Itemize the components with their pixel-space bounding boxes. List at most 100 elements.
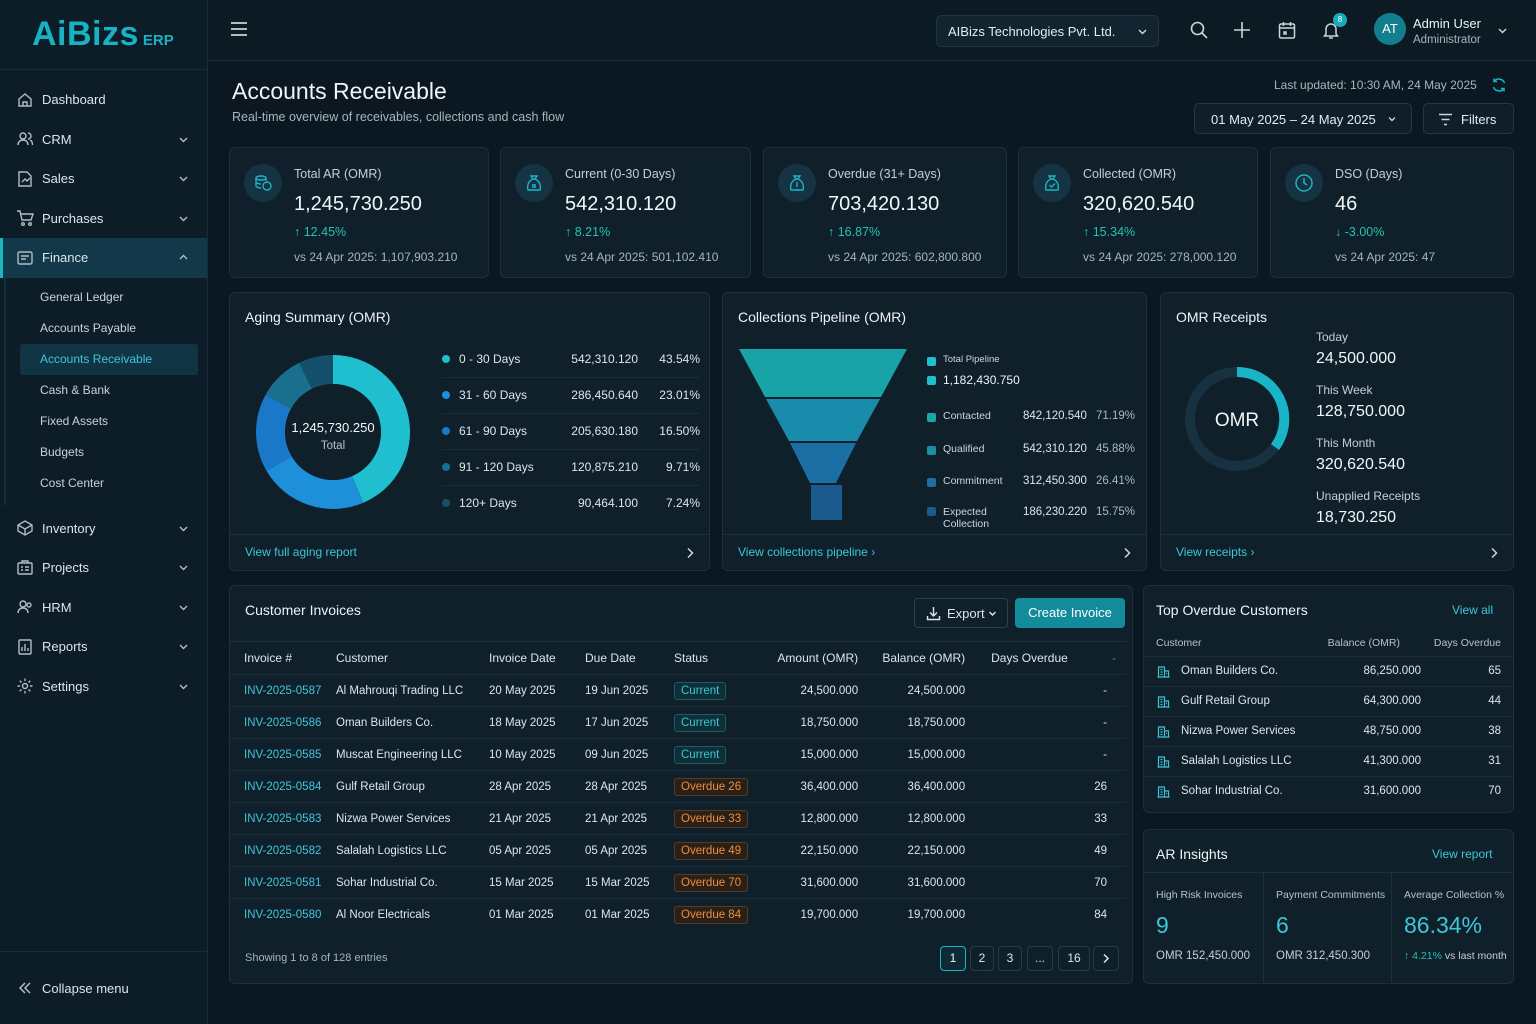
page-button-16[interactable]: 16	[1058, 946, 1090, 971]
user-name[interactable]: Admin User	[1413, 16, 1481, 31]
table-row[interactable]: INV-2025-0587 Al Mahrouqi Trading LLC 20 M…	[230, 674, 1127, 707]
pipeline-stage-row[interactable]: Contacted 842,120.540 71.19%	[927, 409, 1135, 437]
aging-row[interactable]: 91 - 120 Days 120,875.210 9.71%	[442, 450, 700, 486]
chevron-down-icon	[179, 137, 188, 142]
table-row[interactable]: INV-2025-0581 Sohar Industrial Co. 15 Mar …	[230, 866, 1127, 899]
insight-average-collection[interactable]: Average Collection % 86.34% ↑ 4.21% vs l…	[1391, 872, 1515, 982]
hamburger-menu-icon[interactable]	[230, 21, 248, 37]
invoice-number-link[interactable]: INV-2025-0584	[230, 770, 322, 803]
table-row[interactable]: INV-2025-0585 Muscat Engineering LLC 10 Ma…	[230, 738, 1127, 771]
column-header[interactable]: Balance (OMR)	[882, 651, 966, 665]
calendar-icon[interactable]	[1277, 20, 1297, 40]
view-collections-pipeline-link[interactable]: View collections pipeline ›	[723, 534, 1146, 570]
invoice-number-link[interactable]: INV-2025-0587	[230, 674, 322, 707]
sidebar-item-settings[interactable]: Settings	[0, 667, 207, 707]
aging-row[interactable]: 31 - 60 Days 286,450.640 23.01%	[442, 378, 700, 414]
table-row[interactable]: INV-2025-0584 Gulf Retail Group 28 Apr 202…	[230, 770, 1127, 803]
column-header[interactable]: Invoice Date	[489, 651, 556, 665]
logo[interactable]: AiBizs ERP	[0, 0, 207, 70]
donut-slice-3[interactable]	[256, 394, 292, 471]
funnel-stage-commitment	[790, 443, 856, 483]
date-range-picker[interactable]: 01 May 2025 – 24 May 2025	[1194, 103, 1412, 134]
column-header[interactable]: Due Date	[585, 651, 636, 665]
invoice-number-link[interactable]: INV-2025-0585	[230, 738, 322, 771]
view-full-aging-report-link[interactable]: View full aging report	[230, 534, 709, 570]
sidebar-item-hrm[interactable]: HRM	[0, 588, 207, 628]
sidebar-subitem-fixed-assets[interactable]: Fixed Assets	[40, 414, 109, 428]
kpi-card-overdue[interactable]: Overdue (31+ Days) 703,420.130 ↑ 16.87% …	[763, 147, 1007, 278]
sidebar-subitem-cost-center[interactable]: Cost Center	[40, 476, 105, 490]
page-ellipsis: ...	[1027, 946, 1053, 971]
insight-high-risk[interactable]: High Risk Invoices 9 OMR 152,450.000	[1144, 872, 1263, 982]
filters-button[interactable]: Filters	[1423, 103, 1514, 134]
chevron-down-icon[interactable]	[1497, 25, 1508, 36]
sidebar-subitem-general-ledger[interactable]: General Ledger	[40, 290, 124, 304]
next-page-button[interactable]	[1093, 946, 1119, 971]
create-invoice-button[interactable]: Create Invoice	[1015, 598, 1125, 628]
view-report-link[interactable]: View report	[1432, 847, 1493, 861]
donut-slice-5[interactable]	[299, 355, 333, 389]
column-header[interactable]: Days Overdue	[991, 651, 1068, 665]
kpi-card-dso[interactable]: DSO (Days) 46 ↓ -3.00% vs 24 Apr 2025: 4…	[1270, 147, 1514, 278]
sidebar-subitem-accounts-payable[interactable]: Accounts Payable	[40, 321, 137, 335]
sidebar-item-dashboard[interactable]: Dashboard	[0, 80, 207, 120]
sidebar-subitem-budgets[interactable]: Budgets	[40, 445, 85, 459]
search-icon[interactable]	[1189, 20, 1209, 40]
invoice-number-link[interactable]: INV-2025-0582	[230, 834, 322, 867]
insight-payment-commitments[interactable]: Payment Commitments 6 OMR 312,450.300	[1263, 872, 1391, 982]
invoice-number-link[interactable]: INV-2025-0586	[230, 706, 322, 739]
invoice-number-link[interactable]: INV-2025-0580	[230, 898, 322, 931]
sidebar-item-reports[interactable]: Reports	[0, 627, 207, 667]
aging-row[interactable]: 0 - 30 Days 542,310.120 43.54%	[442, 342, 700, 378]
kpi-value: 46	[1335, 193, 1358, 215]
list-item[interactable]: Salalah Logistics LLC 41,300.000 31	[1144, 746, 1513, 776]
avatar[interactable]: AT	[1374, 13, 1406, 45]
bell-icon[interactable]	[1321, 20, 1341, 40]
sidebar-item-crm[interactable]: CRM	[0, 120, 207, 160]
page-button-2[interactable]: 2	[970, 946, 994, 971]
sidebar-subitem-accounts-receivable[interactable]: Accounts Receivable	[20, 343, 198, 375]
column-header[interactable]: Invoice #	[244, 651, 293, 665]
sidebar-item-finance[interactable]: Finance	[0, 238, 207, 278]
invoice-number-link[interactable]: INV-2025-0581	[230, 866, 322, 899]
aging-row[interactable]: 61 - 90 Days 205,630.180 16.50%	[442, 414, 700, 450]
table-row[interactable]: INV-2025-0580 Al Noor Electricals 01 Mar 2…	[230, 898, 1127, 931]
table-row[interactable]: INV-2025-0583 Nizwa Power Services 21 Apr …	[230, 802, 1127, 835]
column-header[interactable]: Status	[674, 651, 709, 665]
kpi-card-total-ar[interactable]: Total AR (OMR) 1,245,730.250 ↑ 12.45% vs…	[229, 147, 489, 278]
column-header[interactable]: Customer	[336, 651, 389, 665]
export-button[interactable]: Export	[914, 598, 1008, 628]
pipeline-stage-row[interactable]: Commitment 312,450.300 26.41%	[927, 474, 1135, 502]
pipeline-stage-row[interactable]: Qualified 542,310.120 45.88%	[927, 442, 1135, 470]
list-item[interactable]: Gulf Retail Group 64,300.000 44	[1144, 686, 1513, 716]
invoice-date: 28 Apr 2025	[475, 770, 571, 803]
invoice-number-link[interactable]: INV-2025-0583	[230, 802, 322, 835]
sidebar-subitem-cash-bank[interactable]: Cash & Bank	[40, 383, 111, 397]
column-header[interactable]: Amount (OMR)	[777, 651, 859, 665]
list-item[interactable]: Nizwa Power Services 48,750.000 38	[1144, 716, 1513, 746]
refresh-icon[interactable]	[1491, 77, 1507, 93]
date-range-value: 01 May 2025 – 24 May 2025	[1211, 112, 1376, 127]
sidebar-item-sales[interactable]: Sales	[0, 159, 207, 199]
list-item[interactable]: Oman Builders Co. 86,250.000 65	[1144, 656, 1513, 686]
sidebar-item-inventory[interactable]: Inventory	[0, 509, 207, 549]
kpi-card-current[interactable]: Current (0-30 Days) 542,310.120 ↑ 8.21% …	[500, 147, 751, 278]
plus-icon[interactable]	[1233, 20, 1251, 40]
donut-slice-2[interactable]	[266, 456, 364, 509]
table-row[interactable]: INV-2025-0582 Salalah Logistics LLC 05 Apr…	[230, 834, 1127, 867]
donut-slice-1[interactable]	[333, 355, 410, 503]
sidebar-item-projects[interactable]: Projects	[0, 548, 207, 588]
page-button-1[interactable]: 1	[940, 946, 966, 971]
collapse-menu-button[interactable]: Collapse menu	[0, 951, 207, 1024]
sidebar-item-purchases[interactable]: Purchases	[0, 199, 207, 239]
pipeline-stage-row[interactable]: Expected Collection 186,230.220 15.75%	[927, 505, 1135, 533]
view-all-link[interactable]: View all	[1452, 603, 1494, 617]
view-receipts-link[interactable]: View receipts ›	[1161, 534, 1513, 570]
company-selector[interactable]: AIBizs Technologies Pvt. Ltd.	[936, 15, 1159, 47]
list-item[interactable]: Sohar Industrial Co. 31,600.000 70	[1144, 776, 1513, 806]
page-button-3[interactable]: 3	[998, 946, 1022, 971]
table-row[interactable]: INV-2025-0586 Oman Builders Co. 18 May 202…	[230, 706, 1127, 739]
aging-row[interactable]: 120+ Days 90,464.100 7.24%	[442, 486, 700, 522]
kpi-card-collected[interactable]: Collected (OMR) 320,620.540 ↑ 15.34% vs …	[1018, 147, 1258, 278]
donut-slice-4[interactable]	[265, 362, 312, 409]
